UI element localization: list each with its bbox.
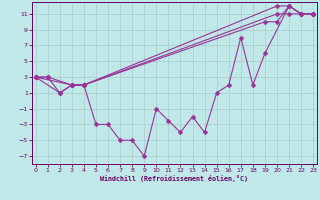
X-axis label: Windchill (Refroidissement éolien,°C): Windchill (Refroidissement éolien,°C) — [100, 175, 248, 182]
